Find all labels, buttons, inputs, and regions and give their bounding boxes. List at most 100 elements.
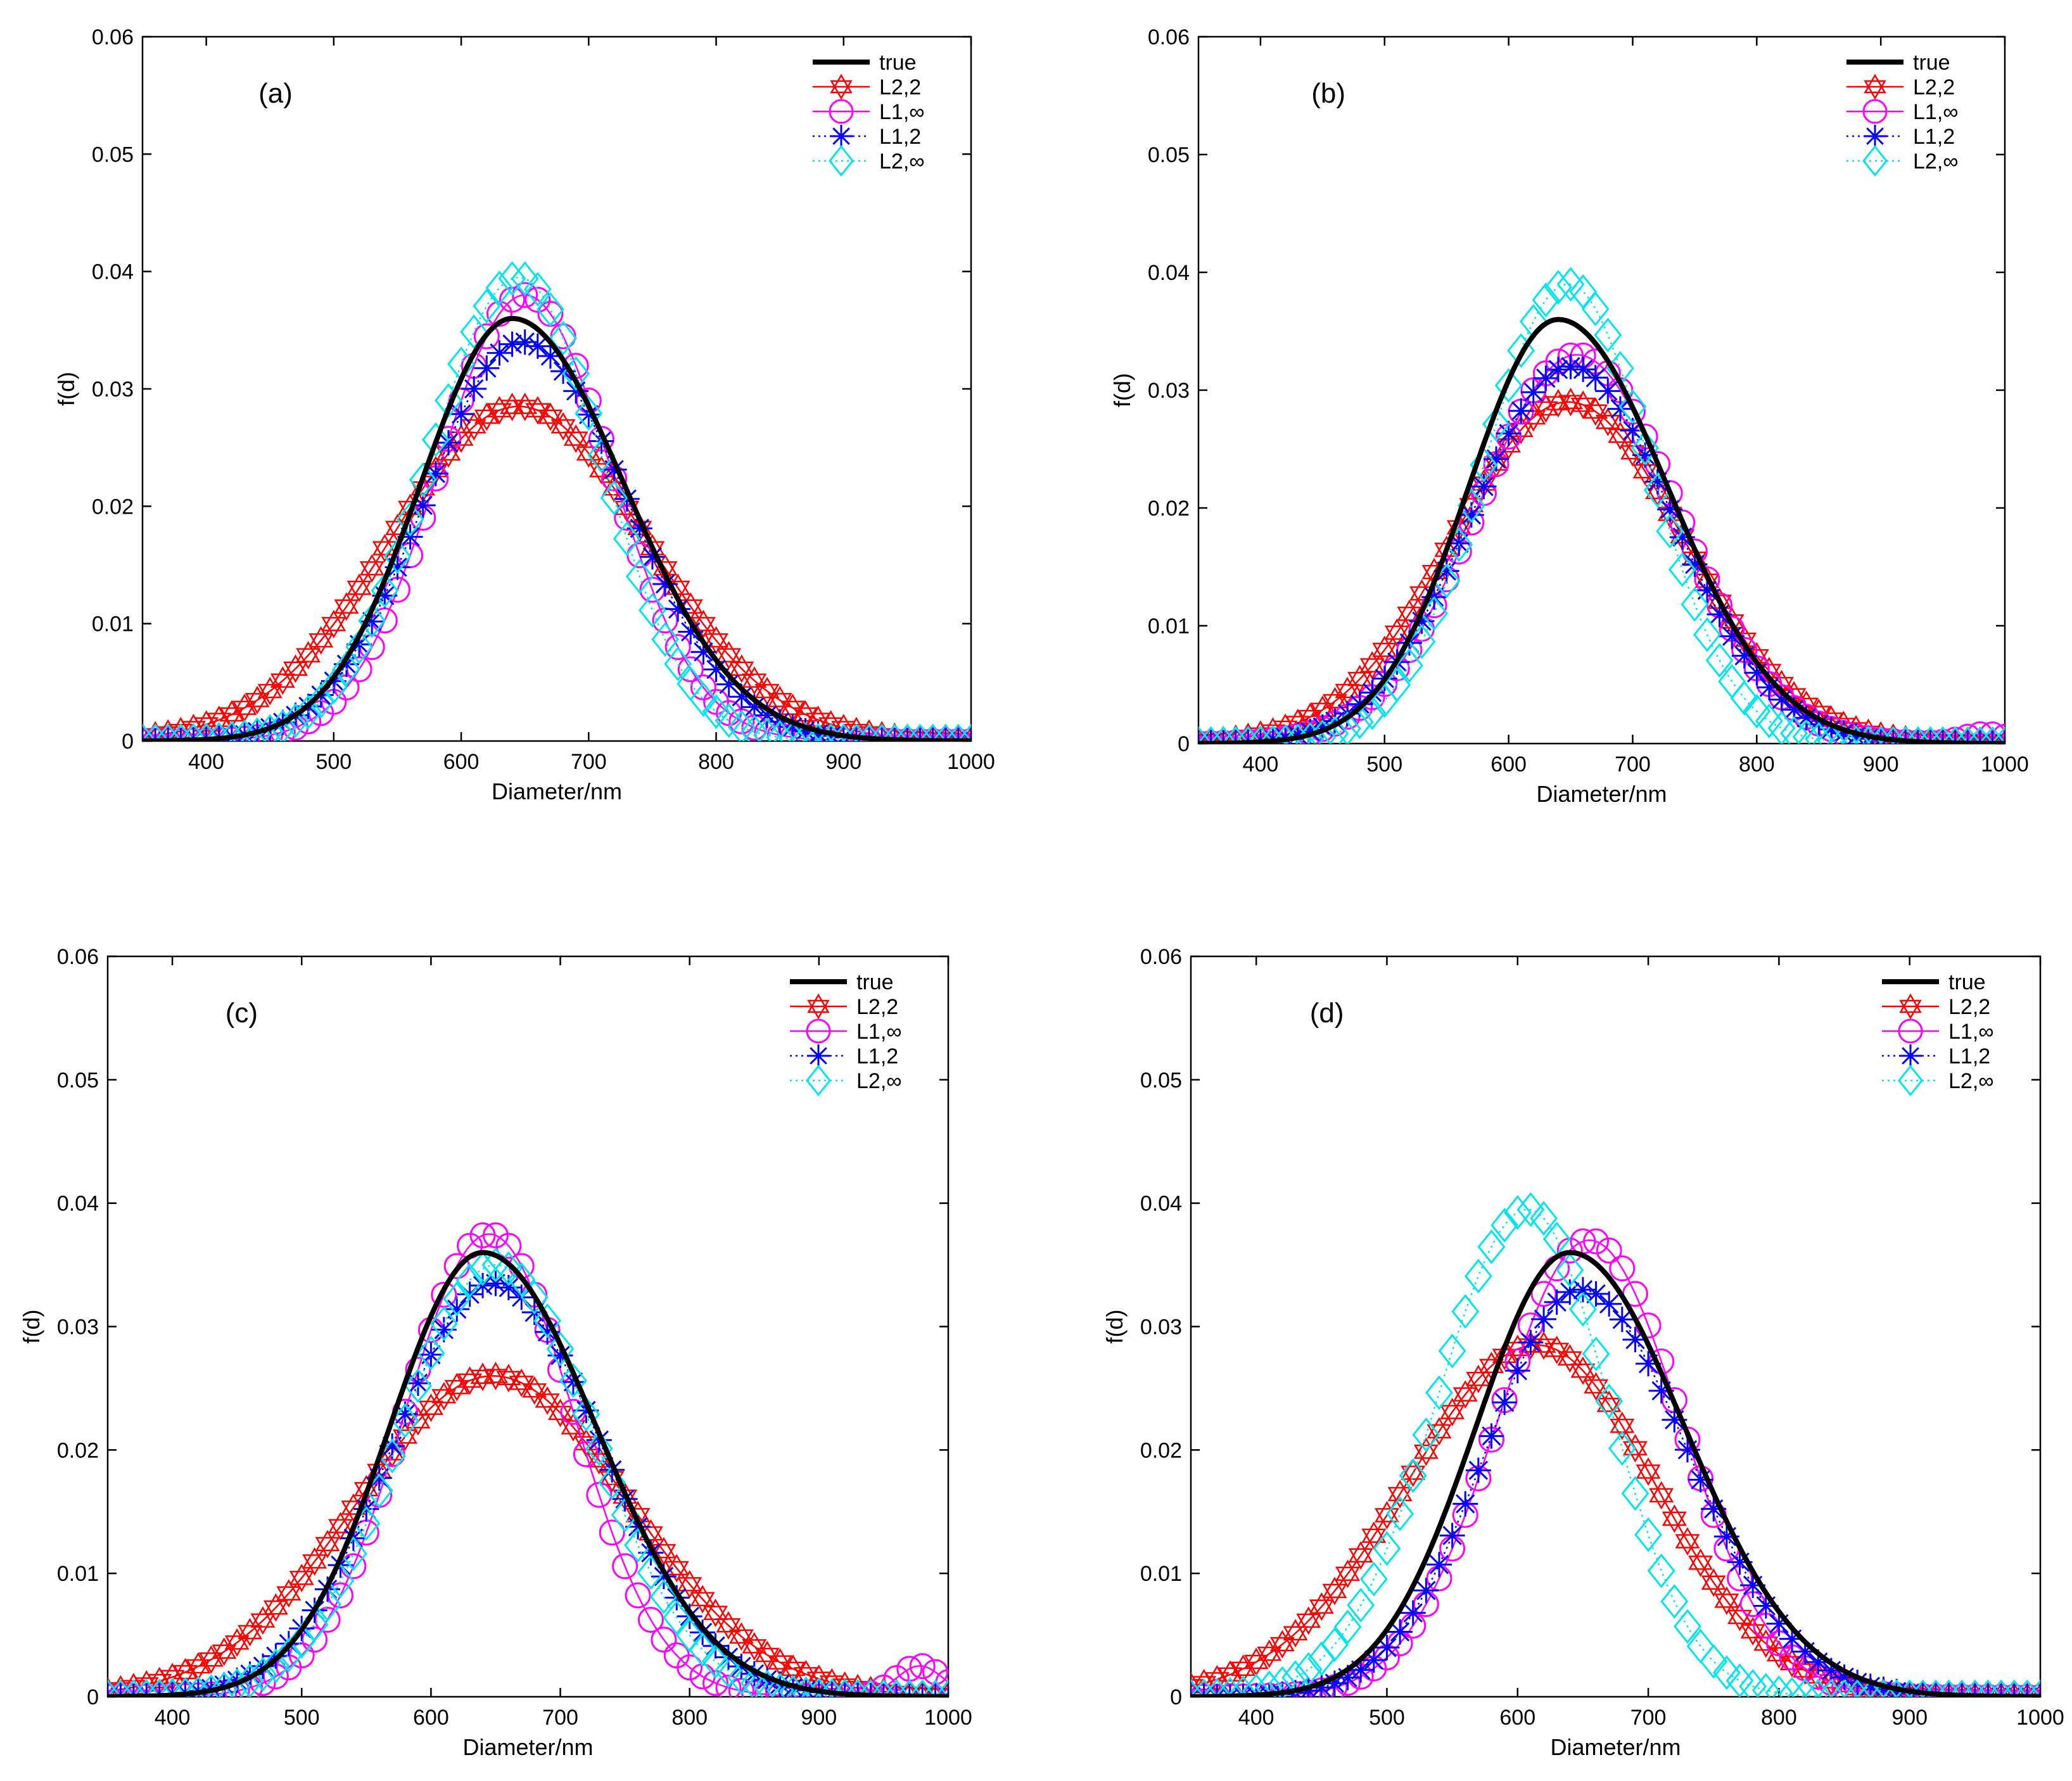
data-point <box>599 1519 625 1546</box>
data-point <box>1583 1228 1610 1255</box>
data-point <box>1843 1679 1872 1697</box>
legend-item: L1,2 <box>813 125 921 149</box>
data-point <box>702 694 730 729</box>
data-point <box>334 592 359 621</box>
y-tick-label: 0.05 <box>57 1068 99 1093</box>
data-point <box>908 1679 937 1697</box>
x-axis-label: Diameter/nm <box>492 778 622 804</box>
data-point <box>1712 1655 1741 1690</box>
data-point <box>689 682 718 717</box>
data-point <box>315 1530 340 1559</box>
data-point <box>1569 1291 1597 1327</box>
chart-panel-2: 400 500 600 700 800 900 1000 Diameter/nm 0 0.01 0.… <box>1109 25 2029 807</box>
data-point <box>1634 1517 1662 1552</box>
y-axis: 0 0.01 0.02 0.03 0.04 0.05 0.06 f(d) <box>1102 945 2040 1709</box>
data-point <box>1647 1553 1675 1588</box>
data-point <box>1596 1291 1622 1317</box>
series-line <box>1191 1250 2040 1697</box>
data-point <box>1935 1679 1963 1697</box>
data-point <box>483 1271 509 1296</box>
data-point <box>302 1547 327 1576</box>
data-point <box>238 1618 263 1647</box>
data-point <box>358 603 386 638</box>
data-point <box>1504 1358 1530 1384</box>
data-point <box>435 383 462 418</box>
data-point <box>1374 1500 1399 1530</box>
data-point <box>1283 1619 1308 1648</box>
data-point <box>868 723 896 741</box>
data-point <box>537 292 564 327</box>
legend-label: L2,2 <box>856 995 898 1019</box>
data-point <box>1530 1281 1557 1307</box>
y-axis-label: f(d) <box>1109 373 1135 407</box>
data-point <box>716 641 742 670</box>
data-point <box>1856 1679 1885 1697</box>
data-point <box>625 1582 651 1609</box>
data-point <box>1609 1307 1635 1333</box>
data-point <box>677 656 704 683</box>
x-tick-label: 500 <box>284 1706 320 1730</box>
data-point <box>585 1431 613 1466</box>
x-tick-label: 900 <box>801 1706 837 1730</box>
data-point <box>909 1653 936 1680</box>
data-point <box>753 718 781 741</box>
series-true <box>108 1250 948 1697</box>
data-point <box>931 723 960 741</box>
y-tick-label: 0.04 <box>92 260 134 284</box>
legend-item: true <box>813 51 917 75</box>
data-point <box>1309 1592 1334 1621</box>
data-point <box>1268 1666 1297 1697</box>
data-point <box>1817 723 1845 744</box>
legend-label: true <box>1913 51 1950 75</box>
data-point <box>1830 1679 1859 1697</box>
x-tick-label: 700 <box>1630 1706 1667 1730</box>
data-point <box>486 340 512 366</box>
data-point <box>1596 1237 1622 1264</box>
legend-label: L1,2 <box>856 1044 898 1068</box>
data-point <box>145 1678 174 1697</box>
data-point <box>1583 1281 1609 1307</box>
data-point <box>405 1407 431 1436</box>
data-point <box>677 1569 702 1599</box>
data-point <box>572 1397 601 1432</box>
legend-item: L2,∞ <box>1846 145 1959 177</box>
data-point <box>482 1222 509 1248</box>
legend-item: true <box>1882 970 1986 994</box>
data-point <box>1693 617 1721 652</box>
data-point <box>716 1611 741 1640</box>
data-point <box>345 629 374 664</box>
data-point <box>1618 389 1647 424</box>
x-tick-label: 400 <box>188 750 224 774</box>
data-point <box>893 723 922 741</box>
data-point <box>435 430 461 456</box>
data-point <box>460 314 488 350</box>
y-axis: 0 0.01 0.02 0.03 0.04 0.05 0.06 f(d) <box>53 25 971 754</box>
data-point <box>1584 1372 1609 1401</box>
data-point <box>1992 729 2005 744</box>
data-point <box>1765 1675 1793 1697</box>
data-point <box>270 666 295 695</box>
x-tick-label: 700 <box>1615 752 1651 776</box>
data-point <box>171 1677 200 1697</box>
x-tick-label: 900 <box>1891 1706 1928 1730</box>
data-point <box>766 719 794 741</box>
x-tick-label: 400 <box>1243 752 1279 776</box>
x-axis-label: Diameter/nm <box>1536 781 1667 807</box>
y-tick-label: 0.03 <box>92 377 134 402</box>
legend-item: L1,2 <box>1882 1044 1990 1068</box>
data-point <box>1570 1356 1596 1385</box>
data-point <box>625 559 654 594</box>
data-point <box>444 1296 470 1322</box>
legend-item: L2,∞ <box>813 145 925 177</box>
y-tick-label: 0.01 <box>1140 1562 1182 1586</box>
data-point <box>1545 357 1571 383</box>
data-point <box>461 376 487 402</box>
data-point <box>1532 282 1560 317</box>
data-point <box>346 573 372 602</box>
data-point <box>1465 1457 1491 1483</box>
data-point <box>283 654 308 683</box>
data-point <box>333 651 360 687</box>
